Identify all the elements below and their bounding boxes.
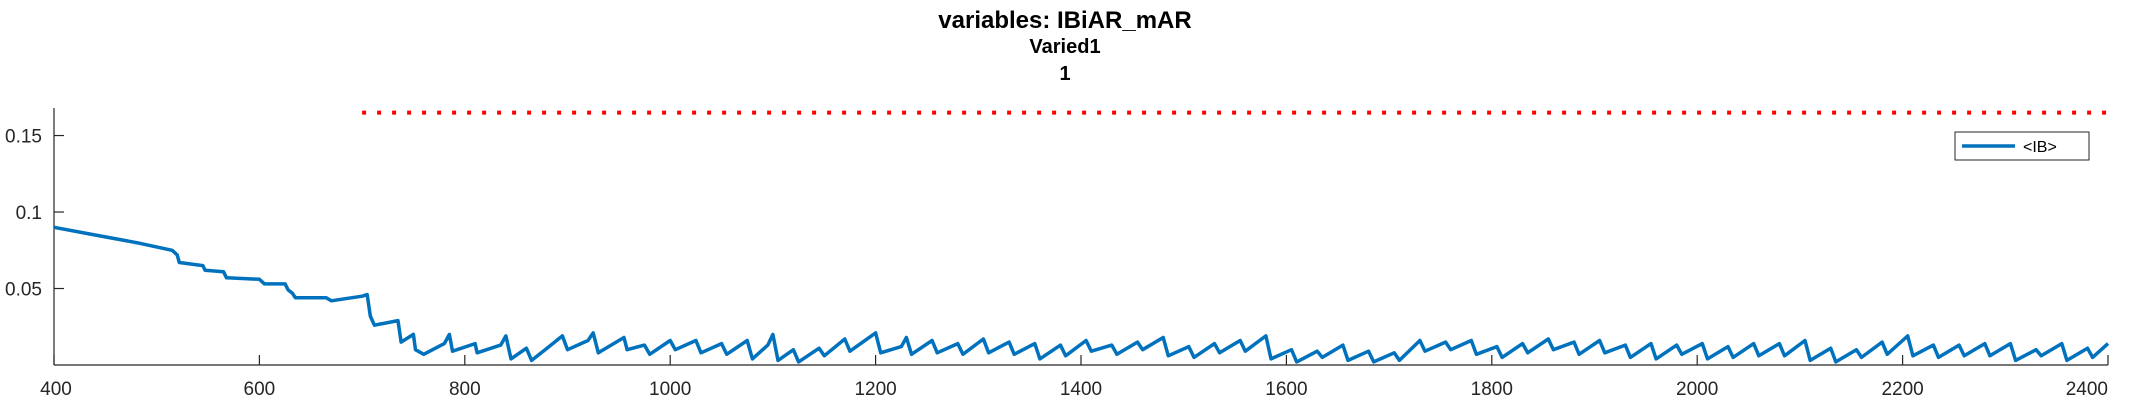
y-tick-label: 0.1	[16, 203, 42, 224]
x-tick-label: 1400	[1060, 379, 1102, 400]
series-line-ib	[53, 225, 2110, 364]
y-tick-label: 0.15	[5, 127, 42, 148]
x-tick-label: 1600	[1265, 379, 1307, 400]
x-tick-label: 1800	[1471, 379, 1513, 400]
legend-label-ib: <IB>	[2023, 139, 2057, 156]
plot-area: 400 600 800 1000 1200 1400 1600 1800 2000 2200 240…	[5, 108, 2110, 400]
chart-subtitle-2: 1	[1059, 63, 1070, 85]
x-tick-label: 1200	[854, 379, 896, 400]
x-tick-label: 2400	[2066, 379, 2108, 400]
y-axis-ticks: 0.05 0.1 0.15	[5, 127, 64, 301]
chart-title: variables: IBiAR_mAR	[938, 7, 1191, 34]
x-tick-label: 2000	[1676, 379, 1718, 400]
chart-subtitle-1: Varied1	[1029, 36, 1100, 58]
x-tick-label: 1000	[649, 379, 691, 400]
x-tick-label: 600	[244, 379, 276, 400]
x-tick-label: 800	[449, 379, 481, 400]
y-tick-label: 0.05	[5, 280, 42, 301]
x-tick-label: 2200	[1881, 379, 1923, 400]
x-tick-label: 400	[40, 379, 72, 400]
series-layer	[53, 110, 2110, 364]
x-axis-ticks: 400 600 800 1000 1200 1400 1600 1800 2000 2200 240…	[40, 355, 2109, 400]
legend: <IB>	[1954, 131, 2090, 161]
